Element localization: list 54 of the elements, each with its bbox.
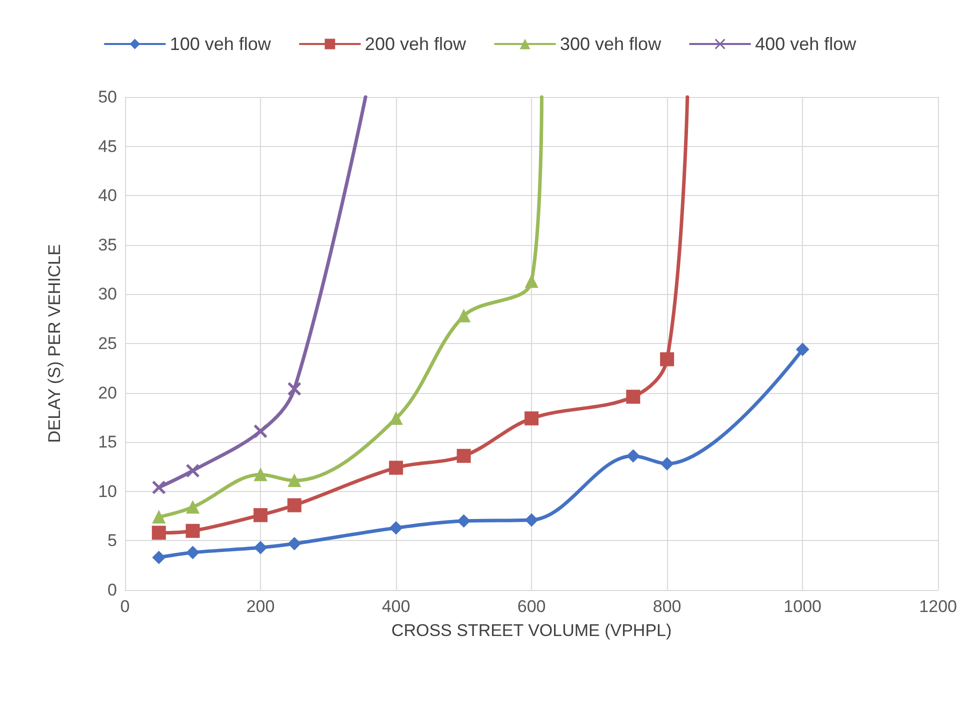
y-axis-title: DELAY (S) PER VEHICLE	[45, 244, 64, 443]
y-tick-label: 20	[98, 383, 117, 402]
y-tick-label: 45	[98, 136, 117, 156]
point	[524, 411, 539, 426]
point	[254, 424, 268, 438]
x-tick-label: 1000	[784, 597, 822, 616]
y-tick-label: 40	[98, 186, 117, 206]
point	[390, 521, 403, 534]
x-tick-label: 600	[517, 597, 546, 616]
point	[525, 513, 538, 526]
point	[457, 309, 470, 322]
point	[796, 342, 810, 356]
legend-label: 300 veh flow	[560, 34, 662, 54]
point	[254, 468, 268, 482]
y-tick-label: 25	[98, 334, 117, 353]
legend-label: 400 veh flow	[755, 34, 858, 54]
x-tick-label: 800	[652, 597, 682, 616]
point	[626, 390, 640, 404]
legend-label: 100 veh flow	[170, 34, 272, 54]
point	[152, 526, 166, 540]
point	[660, 352, 674, 366]
point	[456, 448, 471, 463]
point	[152, 550, 166, 564]
x-tick-label: 0	[120, 597, 130, 616]
point	[152, 510, 166, 524]
x-tick-label: 200	[246, 597, 275, 616]
y-tick-label: 35	[98, 235, 117, 254]
point	[254, 541, 268, 554]
point	[288, 382, 301, 396]
point	[254, 508, 268, 522]
point	[390, 412, 403, 425]
y-tick-label: 30	[98, 284, 117, 304]
point	[660, 457, 674, 470]
point	[389, 460, 404, 475]
point	[457, 514, 470, 528]
x-tick-label: 400	[382, 597, 410, 616]
y-tick-label: 10	[98, 482, 117, 501]
x-tick-label: 1200	[919, 597, 958, 616]
point	[287, 498, 302, 512]
point	[186, 464, 200, 478]
point	[152, 480, 166, 494]
y-tick-label: 50	[98, 88, 117, 106]
y-tick-label: 0	[108, 580, 117, 600]
point	[626, 449, 640, 462]
x-axis-title: CROSS STREET VOLUME (VPHPL)	[391, 621, 672, 640]
point	[288, 537, 301, 550]
point	[186, 546, 200, 560]
y-tick-label: 5	[108, 531, 117, 550]
point	[186, 500, 200, 514]
y-tick-label: 15	[98, 432, 117, 452]
point	[186, 524, 200, 538]
legend-label: 200 veh flow	[364, 34, 467, 54]
point	[525, 274, 538, 288]
point	[288, 474, 301, 488]
